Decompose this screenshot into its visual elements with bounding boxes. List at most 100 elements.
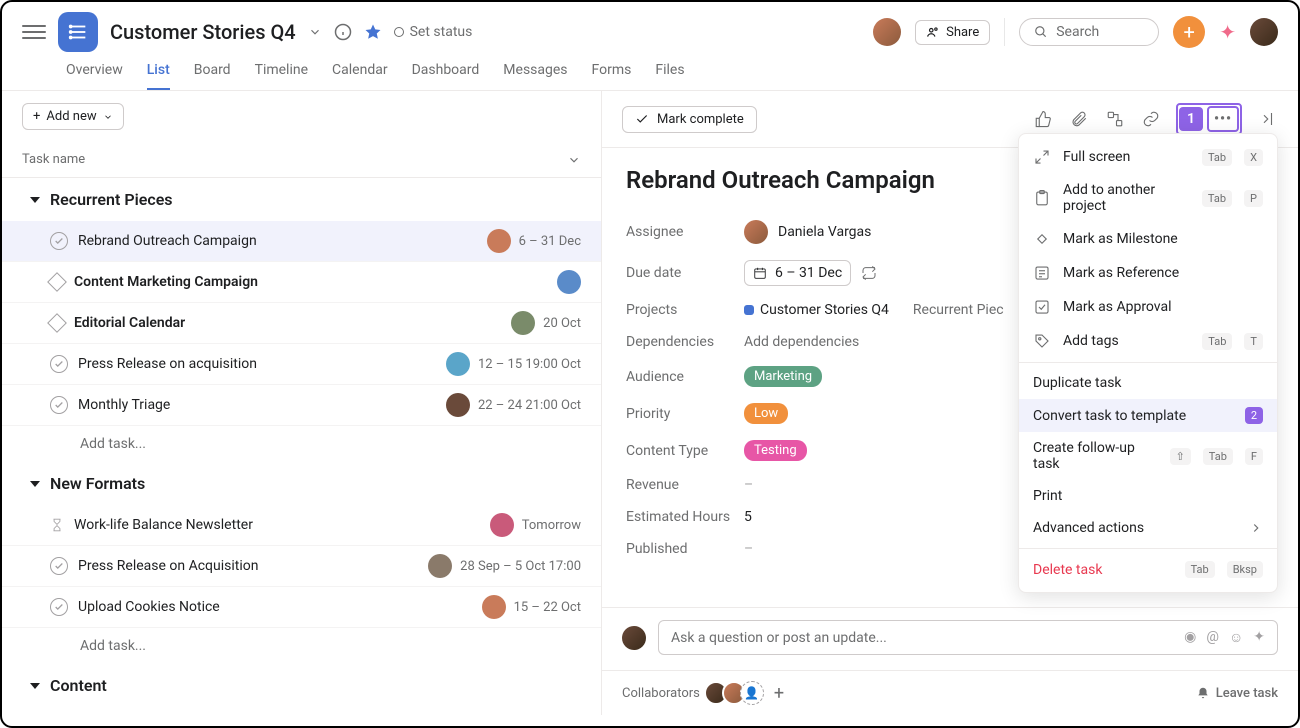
- add-new-button[interactable]: + Add new: [22, 103, 124, 130]
- assignee-avatar: [482, 595, 506, 619]
- search-input[interactable]: Search: [1019, 18, 1159, 46]
- step-badge-2: 2: [1245, 407, 1263, 424]
- chevron-down-icon[interactable]: [308, 25, 322, 39]
- attachment-icon[interactable]: [1068, 108, 1090, 130]
- due-date-value[interactable]: 6 – 31 Dec: [744, 260, 851, 286]
- menu-reference[interactable]: Mark as Reference: [1019, 256, 1277, 290]
- info-icon[interactable]: [334, 23, 352, 41]
- section-title: Recurrent Pieces: [50, 190, 173, 209]
- tab-board[interactable]: Board: [194, 62, 231, 90]
- step-badge-1: 1: [1179, 107, 1203, 131]
- menu-approval[interactable]: Mark as Approval: [1019, 290, 1277, 324]
- section-header[interactable]: New Formats: [2, 462, 601, 505]
- comment-avatar: [622, 626, 646, 650]
- dependencies-value[interactable]: Add dependencies: [744, 334, 859, 350]
- task-row[interactable]: Editorial Calendar20 Oct: [2, 303, 601, 344]
- tab-calendar[interactable]: Calendar: [332, 62, 388, 90]
- section-header[interactable]: Content: [2, 664, 601, 707]
- leave-task-button[interactable]: Leave task: [1196, 686, 1278, 701]
- user-avatar[interactable]: [1250, 18, 1278, 46]
- assignee-value[interactable]: Daniela Vargas: [744, 220, 871, 244]
- menu-add-tags[interactable]: Add tagsTabT: [1019, 324, 1277, 358]
- link-icon[interactable]: [1140, 108, 1162, 130]
- star-icon[interactable]: [364, 23, 382, 41]
- project-title[interactable]: Customer Stories Q4: [110, 20, 296, 44]
- add-collaborator-button[interactable]: +: [774, 683, 784, 704]
- emoji-icon[interactable]: ☺: [1229, 629, 1243, 646]
- published-value[interactable]: –: [744, 541, 753, 557]
- check-circle-icon[interactable]: [50, 232, 68, 250]
- chevron-down-icon[interactable]: [567, 153, 581, 167]
- assignee-avatar: [446, 352, 470, 376]
- content-type-tag[interactable]: Testing: [744, 440, 807, 461]
- mark-complete-label: Mark complete: [657, 112, 744, 127]
- task-row[interactable]: Content Marketing Campaign: [2, 262, 601, 303]
- menu-milestone[interactable]: Mark as Milestone: [1019, 222, 1277, 256]
- check-circle-icon[interactable]: [50, 355, 68, 373]
- task-row[interactable]: Press Release on Acquisition28 Sep – 5 O…: [2, 546, 601, 587]
- add-button[interactable]: +: [1173, 16, 1205, 48]
- priority-tag[interactable]: Low: [744, 403, 788, 424]
- task-row[interactable]: Press Release on acquisition12 – 15 19:0…: [2, 344, 601, 385]
- menu-fullscreen[interactable]: Full screenTabX: [1019, 140, 1277, 174]
- tab-files[interactable]: Files: [655, 62, 684, 90]
- add-collaborator-icon[interactable]: 👤: [740, 681, 764, 705]
- milestone-icon[interactable]: [47, 313, 67, 333]
- menu-delete[interactable]: Delete taskTabBksp: [1019, 553, 1277, 586]
- menu-advanced[interactable]: Advanced actions: [1019, 512, 1277, 544]
- menu-add-project[interactable]: Add to another projectTabP: [1019, 174, 1277, 222]
- repeat-icon[interactable]: [861, 265, 877, 281]
- milestone-icon[interactable]: [47, 272, 67, 292]
- record-icon[interactable]: ◉: [1184, 629, 1196, 646]
- menu-followup[interactable]: Create follow-up task⇧TabF: [1019, 432, 1277, 480]
- caret-icon: [30, 683, 40, 689]
- menu-convert-template[interactable]: Convert task to template2: [1019, 399, 1277, 432]
- revenue-value[interactable]: –: [744, 477, 753, 493]
- tab-messages[interactable]: Messages: [503, 62, 567, 90]
- add-new-label: Add new: [46, 109, 96, 124]
- check-circle-icon[interactable]: [50, 557, 68, 575]
- task-name-col-label: Task name: [22, 152, 85, 167]
- hourglass-icon[interactable]: [50, 516, 64, 534]
- task-meta: [557, 270, 581, 294]
- comment-input[interactable]: Ask a question or post an update... ◉ @ …: [658, 620, 1278, 655]
- mark-complete-button[interactable]: Mark complete: [622, 106, 757, 133]
- check-circle-icon[interactable]: [50, 598, 68, 616]
- like-icon[interactable]: [1032, 108, 1054, 130]
- hours-value[interactable]: 5: [744, 509, 752, 525]
- collaborator-avatars[interactable]: 👤: [710, 681, 764, 705]
- chevron-down-icon: [103, 112, 113, 122]
- task-row[interactable]: Rebrand Outreach Campaign6 – 31 Dec: [2, 221, 601, 262]
- tab-list[interactable]: List: [147, 62, 170, 90]
- section-header[interactable]: Recurrent Pieces: [2, 178, 601, 221]
- more-actions-button[interactable]: •••: [1207, 106, 1239, 132]
- check-circle-icon[interactable]: [50, 396, 68, 414]
- celebrate-icon[interactable]: ✦: [1219, 20, 1236, 44]
- project-icon[interactable]: [58, 12, 98, 52]
- share-button[interactable]: Share: [915, 20, 990, 45]
- task-date: 6 – 31 Dec: [519, 234, 581, 249]
- subtask-icon[interactable]: [1104, 108, 1126, 130]
- task-row[interactable]: Work-life Balance NewsletterTomorrow: [2, 505, 601, 546]
- tab-dashboard[interactable]: Dashboard: [412, 62, 480, 90]
- task-row[interactable]: Monthly Triage22 – 24 21:00 Oct: [2, 385, 601, 426]
- mention-icon[interactable]: @: [1206, 629, 1219, 646]
- task-row[interactable]: Upload Cookies Notice15 – 22 Oct: [2, 587, 601, 628]
- star-icon[interactable]: ✦: [1253, 629, 1265, 646]
- tab-overview[interactable]: Overview: [66, 62, 123, 90]
- add-task-row[interactable]: Add task...: [2, 628, 601, 664]
- audience-tag[interactable]: Marketing: [744, 366, 822, 387]
- plus-icon: +: [33, 109, 40, 124]
- task-meta: 12 – 15 19:00 Oct: [446, 352, 581, 376]
- menu-print[interactable]: Print: [1019, 480, 1277, 512]
- tab-forms[interactable]: Forms: [592, 62, 632, 90]
- member-avatar[interactable]: [873, 18, 901, 46]
- add-task-row[interactable]: Add task...: [2, 426, 601, 462]
- tag-icon: [1033, 332, 1051, 350]
- projects-value[interactable]: Customer Stories Q4Recurrent Piec: [744, 302, 1004, 318]
- set-status-button[interactable]: Set status: [394, 24, 473, 40]
- close-panel-icon[interactable]: [1256, 108, 1278, 130]
- tab-timeline[interactable]: Timeline: [255, 62, 308, 90]
- hamburger-icon[interactable]: [22, 20, 46, 44]
- menu-duplicate[interactable]: Duplicate task: [1019, 367, 1277, 399]
